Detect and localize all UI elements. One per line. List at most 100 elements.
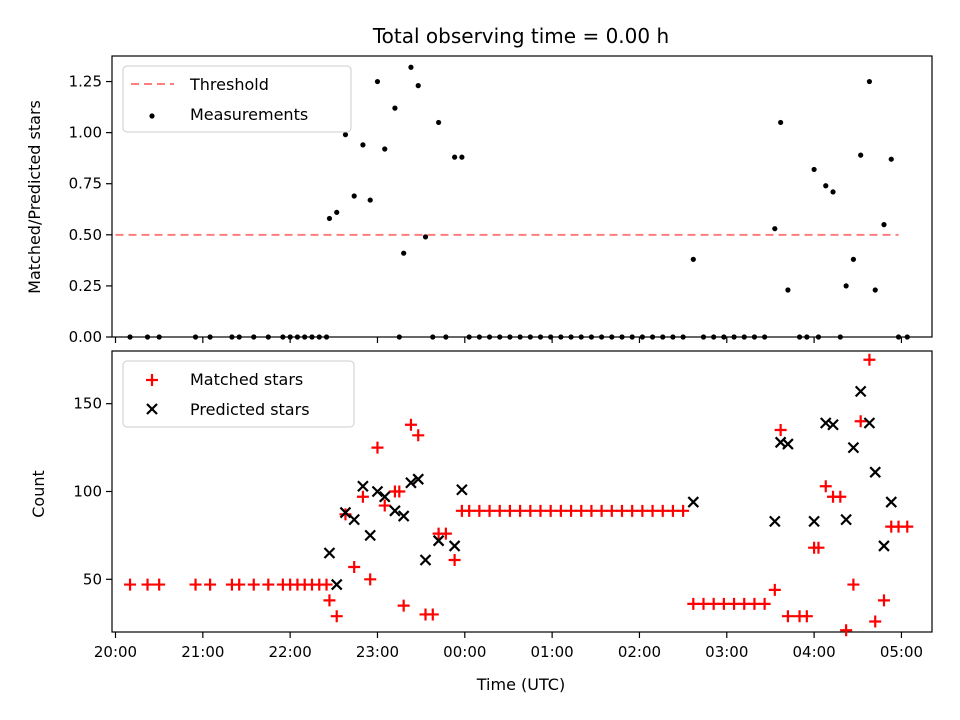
matched-point bbox=[626, 504, 639, 517]
matched-point bbox=[677, 504, 690, 517]
predicted-point bbox=[397, 510, 410, 522]
top-y-axis: 0.00 0.25 0.50 0.75 1.00 1.25 bbox=[69, 73, 112, 346]
matched-point bbox=[781, 610, 794, 623]
bottom-xlabel: Time (UTC) bbox=[476, 675, 565, 694]
bottom-panel: Count Time (UTC) 50 100 150 20:00 21:00 22:0… bbox=[29, 350, 933, 694]
matched-point bbox=[339, 508, 352, 521]
measurement-point bbox=[670, 334, 676, 340]
measurement-point bbox=[326, 215, 333, 222]
bottom-x-axis: 20:00 21:00 22:00 23:00 00:00 01:00 02:00 03:00… bbox=[94, 632, 923, 661]
measurements-legend-marker bbox=[149, 113, 155, 119]
matched-point bbox=[748, 597, 761, 610]
matched-point bbox=[204, 578, 217, 591]
matched-point bbox=[124, 578, 137, 591]
measurement-point bbox=[904, 334, 910, 340]
measurement-point bbox=[751, 334, 758, 340]
measurement-point bbox=[236, 334, 242, 340]
measurement-point bbox=[302, 334, 308, 340]
matched-point bbox=[514, 504, 527, 517]
measurement-point bbox=[401, 250, 407, 256]
matched-point bbox=[473, 504, 486, 517]
matched-point bbox=[493, 504, 506, 517]
measurement-point bbox=[486, 334, 493, 340]
threshold-legend-label: Threshold bbox=[189, 75, 269, 94]
bottom-xtick-label: 22:00 bbox=[269, 643, 312, 661]
measurements-legend-label: Measurements bbox=[190, 105, 308, 124]
measurement-point bbox=[823, 183, 829, 189]
measurement-point bbox=[408, 64, 414, 70]
measurement-point bbox=[507, 334, 513, 340]
measurement-point bbox=[796, 334, 803, 340]
predicted-point bbox=[419, 554, 432, 566]
measurement-point bbox=[517, 334, 523, 340]
top-ytick-label: 0.00 bbox=[69, 328, 102, 346]
measurement-point bbox=[342, 132, 349, 138]
measurement-point bbox=[415, 83, 421, 89]
measurement-point bbox=[459, 154, 465, 160]
measurement-point bbox=[280, 334, 286, 340]
measurement-point bbox=[334, 209, 340, 215]
matched-point bbox=[439, 527, 452, 540]
matched-point bbox=[141, 578, 154, 591]
matched-point bbox=[800, 610, 813, 623]
measurement-point bbox=[837, 334, 843, 340]
measurement-point bbox=[144, 334, 151, 340]
predicted-point bbox=[339, 506, 352, 519]
matched-point bbox=[534, 504, 547, 517]
measurement-point bbox=[443, 334, 449, 340]
measurement-point bbox=[294, 334, 301, 340]
predicted-point bbox=[808, 515, 820, 528]
predicted-point bbox=[371, 485, 384, 498]
matched-point bbox=[768, 583, 781, 596]
measurement-point bbox=[568, 334, 574, 340]
predicted-point bbox=[357, 480, 369, 493]
matched-point bbox=[687, 597, 700, 610]
bottom-xtick-label: 05:00 bbox=[880, 643, 923, 661]
predicted-point bbox=[869, 466, 882, 478]
measurement-point bbox=[192, 334, 199, 340]
measurement-point bbox=[731, 334, 737, 340]
matched-point bbox=[656, 504, 669, 517]
matched-point bbox=[840, 624, 853, 637]
matched-point bbox=[901, 520, 914, 533]
measurement-point bbox=[392, 105, 398, 111]
bottom-xtick-label: 21:00 bbox=[181, 643, 224, 661]
measurement-point bbox=[762, 334, 768, 340]
matched-point bbox=[397, 599, 410, 612]
measurement-point bbox=[721, 334, 727, 340]
matched-point bbox=[728, 597, 741, 610]
measurement-point bbox=[578, 334, 584, 340]
matched-point bbox=[869, 615, 882, 628]
predicted-point bbox=[769, 515, 781, 528]
measurement-point bbox=[548, 334, 554, 340]
matched-point bbox=[605, 504, 618, 517]
top-ytick-label: 1.00 bbox=[69, 124, 102, 142]
top-ylabel: Matched/Predicted stars bbox=[25, 100, 44, 294]
measurement-point bbox=[843, 283, 849, 289]
matched-point bbox=[503, 504, 516, 517]
matched-point bbox=[585, 504, 598, 517]
predicted-legend-marker bbox=[146, 403, 158, 415]
measurement-point bbox=[772, 226, 778, 232]
bottom-legend: Matched stars Predicted stars bbox=[122, 360, 355, 428]
predicted-point bbox=[348, 513, 360, 526]
matched-point bbox=[565, 504, 578, 517]
matched-point bbox=[666, 504, 679, 517]
measurement-point bbox=[858, 152, 864, 158]
measurement-point bbox=[422, 234, 429, 240]
matched-point bbox=[854, 415, 867, 428]
measurement-point bbox=[888, 156, 894, 162]
predicted-point bbox=[323, 547, 336, 559]
measurement-point bbox=[323, 334, 330, 340]
top-x-axis bbox=[114, 337, 903, 343]
matched-point bbox=[404, 418, 417, 431]
predicted-point bbox=[378, 490, 391, 503]
bottom-xtick-label: 00:00 bbox=[443, 643, 486, 661]
matched-point bbox=[189, 578, 202, 591]
predicted-point bbox=[840, 513, 852, 526]
matched-point bbox=[412, 429, 425, 442]
measurement-point bbox=[382, 146, 388, 152]
top-ytick-label: 0.75 bbox=[69, 175, 102, 193]
measurement-point bbox=[367, 197, 373, 203]
matched-point bbox=[233, 578, 246, 591]
